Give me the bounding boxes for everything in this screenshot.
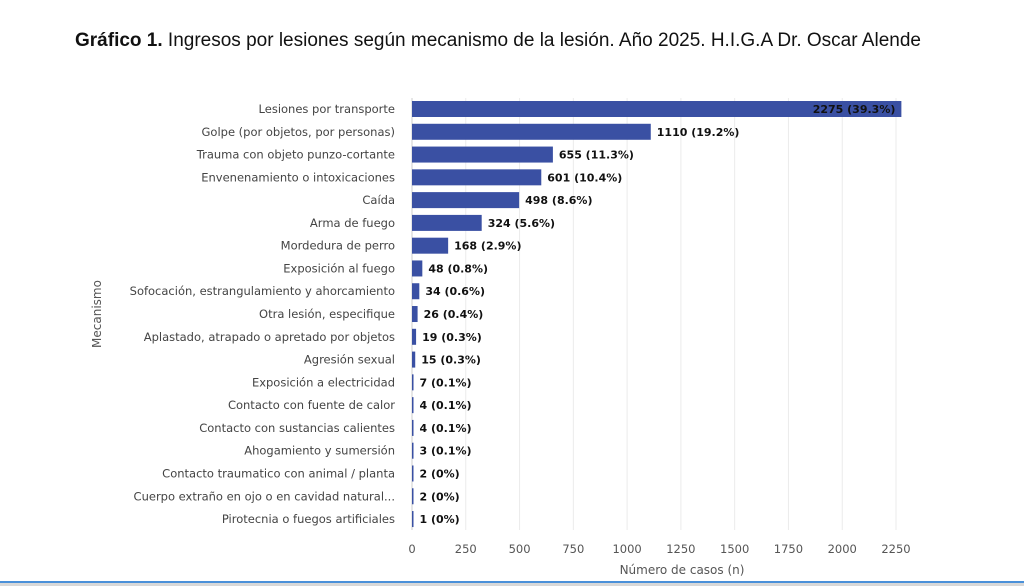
x-tick-label: 500 [509,542,531,556]
category-label: Arma de fuego [310,216,395,230]
category-label: Contacto traumatico con animal / planta [162,466,395,480]
category-label: Aplastado, atrapado o apretado por objet… [144,330,395,344]
data-label: 34 (0.6%) [425,285,485,298]
data-label: 4 (0.1%) [420,422,472,435]
data-label: 498 (8.6%) [525,194,592,207]
data-label: 2 (0%) [420,467,460,480]
bar [412,419,414,436]
bar [412,511,414,528]
category-label: Agresión sexual [304,353,395,367]
bar [412,328,417,345]
chart-title-text: Ingresos por lesiones según mecanismo de… [162,30,921,51]
category-label: Envenenamiento o intoxicaciones [201,170,395,184]
data-label: 1110 (19.2%) [657,126,740,139]
data-label: 2275 (39.3%) [813,103,896,116]
bottom-strip [0,583,1024,586]
category-label: Exposición a electricidad [252,375,395,389]
bar [412,237,449,254]
category-label: Lesiones por transporte [259,102,395,116]
bar [412,192,520,209]
category-label: Contacto con fuente de calor [228,398,395,412]
bar [412,260,423,277]
bar [412,397,414,414]
x-tick-label: 2000 [828,542,857,556]
category-label: Caída [362,193,395,207]
chart-title: Gráfico 1. Ingresos por lesiones según m… [75,28,945,53]
data-label: 7 (0.1%) [420,376,472,389]
y-axis-title: Mecanismo [90,280,104,348]
bar [412,146,553,163]
data-label: 26 (0.4%) [424,308,484,321]
category-label: Otra lesión, especifique [259,307,395,321]
data-label: 601 (10.4%) [547,171,622,184]
category-label: Sofocación, estrangulamiento y ahorcamie… [130,284,395,298]
data-label: 324 (5.6%) [488,217,555,230]
bar [412,169,542,186]
x-tick-label: 1500 [720,542,749,556]
bar [412,465,414,482]
bar [412,442,414,459]
x-tick-label: 750 [562,542,584,556]
bar [412,306,418,323]
x-tick-label: 0 [408,542,415,556]
data-label: 3 (0.1%) [420,445,472,458]
data-label: 48 (0.8%) [428,262,488,275]
x-tick-label: 1750 [774,542,803,556]
data-label: 15 (0.3%) [421,354,481,367]
bar [412,374,414,391]
divider [0,581,1024,583]
bar [412,214,482,231]
data-label: 19 (0.3%) [422,331,482,344]
category-label: Trauma con objeto punzo-cortante [196,148,395,162]
category-label: Mordedura de perro [281,239,395,253]
data-label: 168 (2.9%) [454,240,521,253]
bar [412,283,420,300]
bar [412,488,414,505]
category-label: Ahogamiento y sumersión [244,444,395,458]
category-label: Exposición al fuego [283,261,395,275]
x-tick-label: 1000 [612,542,641,556]
category-label: Contacto con sustancias calientes [199,421,395,435]
x-axis-title: Número de casos (n) [620,563,745,577]
chart-title-prefix: Gráfico 1. [75,30,163,51]
category-label: Pirotecnia o fuegos artificiales [222,512,395,526]
x-tick-label: 250 [455,542,477,556]
bar [412,351,416,368]
category-label: Cuerpo extraño en ojo o en cavidad natur… [134,489,395,503]
data-label: 655 (11.3%) [559,149,634,162]
bar [412,123,651,140]
bar [412,101,902,117]
category-label: Golpe (por objetos, por personas) [202,125,396,139]
data-label: 2 (0%) [420,490,460,503]
x-tick-label: 2250 [881,542,910,556]
data-label: 4 (0.1%) [420,399,472,412]
data-label: 1 (0%) [420,513,460,526]
x-tick-label: 1250 [666,542,695,556]
